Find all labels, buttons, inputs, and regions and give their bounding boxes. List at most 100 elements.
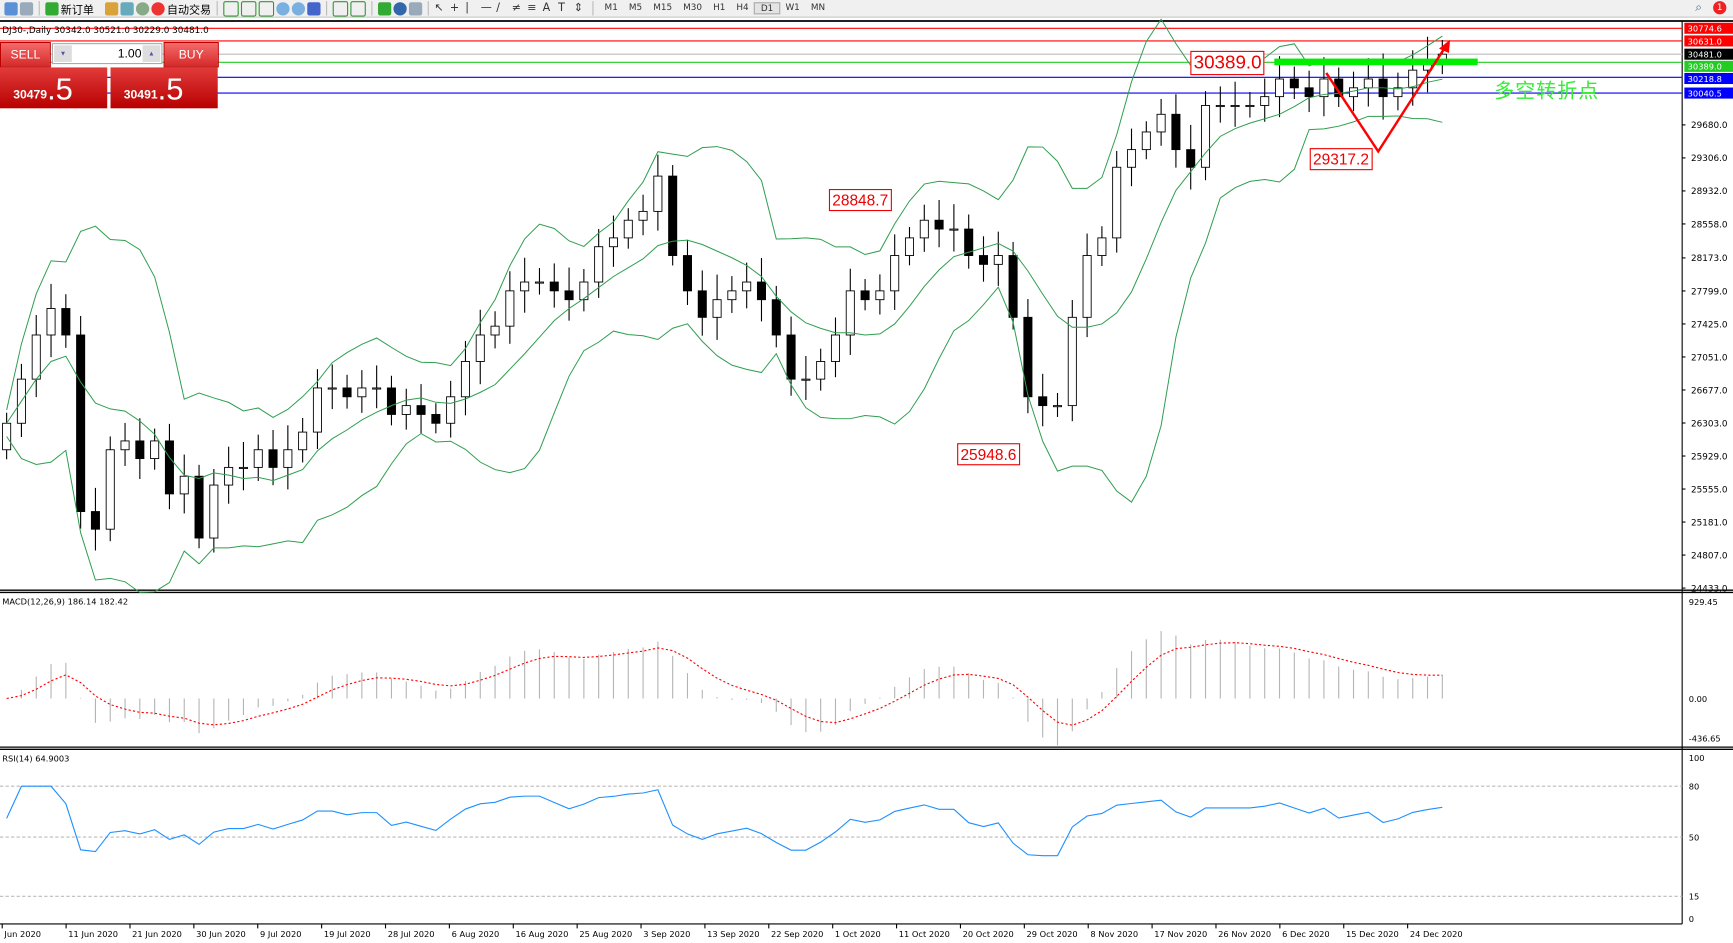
- bollinger-upper: [6, 18, 1443, 419]
- candle: [549, 263, 559, 308]
- buy-button[interactable]: BUY: [163, 41, 219, 68]
- rsi-tick-label: 50: [1689, 832, 1700, 842]
- bear-candle-body: [194, 475, 204, 539]
- text-icon[interactable]: A: [542, 1, 551, 14]
- lot-decrease-button[interactable]: ▼: [54, 45, 72, 62]
- timeframe-w1[interactable]: W1: [785, 2, 800, 13]
- timeframe-d1[interactable]: D1: [754, 2, 780, 15]
- auto-scroll-icon[interactable]: [332, 0, 349, 17]
- candle: [1052, 392, 1063, 417]
- timeframe-h1[interactable]: H1: [713, 2, 726, 13]
- arrows-icon[interactable]: ⇕: [573, 1, 583, 14]
- price-line-tag: [1684, 72, 1733, 85]
- zoom-in-icon[interactable]: [276, 1, 290, 15]
- periods-icon[interactable]: [393, 1, 407, 15]
- candle: [135, 418, 145, 479]
- text-label-icon[interactable]: T: [558, 1, 565, 14]
- bull-candle-body: [875, 290, 885, 301]
- price-line-tag: [1684, 48, 1733, 60]
- bull-candle-body: [1408, 69, 1418, 89]
- metaeditor-icon[interactable]: [104, 1, 119, 15]
- lot-increase-button[interactable]: ▲: [142, 45, 161, 62]
- bull-candle-body: [150, 440, 160, 460]
- timeframe-m1[interactable]: M1: [604, 2, 618, 13]
- timeframe-h4[interactable]: H4: [736, 2, 749, 13]
- indicators-icon[interactable]: [377, 1, 392, 15]
- candle: [993, 231, 1003, 286]
- candle: [579, 269, 589, 312]
- buy-price-box[interactable]: 30491 .5: [110, 67, 218, 109]
- candle: [150, 428, 160, 470]
- candle: [949, 204, 959, 252]
- bull-candle-body: [520, 281, 530, 292]
- signals-icon[interactable]: [135, 1, 150, 15]
- line-chart-icon[interactable]: [258, 0, 275, 17]
- zoom-window-icon[interactable]: [19, 1, 34, 15]
- macd-tick-label: 0.00: [1689, 694, 1707, 704]
- macd-signal-line: [6, 642, 1443, 726]
- candle: [1200, 91, 1211, 181]
- candle: [283, 425, 293, 490]
- price-tick-label: 28932.0: [1691, 187, 1728, 197]
- auto-trading-button[interactable]: 自动交易: [166, 4, 212, 17]
- time-tick-label: 9 Jul 2020: [260, 929, 302, 939]
- bull-candle-body: [579, 281, 589, 301]
- candle: [1319, 57, 1329, 117]
- templates-icon[interactable]: [408, 1, 423, 15]
- terminal-icon[interactable]: [120, 1, 134, 15]
- lot-size-input[interactable]: [72, 44, 142, 63]
- notification-badge[interactable]: 1: [1713, 1, 1727, 15]
- bull-candle-body: [327, 387, 337, 390]
- fibonacci-icon[interactable]: ≡: [527, 1, 537, 14]
- bull-candle-body: [253, 449, 263, 468]
- price-tick-label: 25555.0: [1691, 485, 1728, 495]
- crosshair-icon[interactable]: +: [449, 1, 460, 14]
- bear-candle-body: [964, 228, 974, 256]
- chart-shift-icon[interactable]: [350, 0, 366, 17]
- candle: [904, 227, 915, 266]
- sell-price-box[interactable]: 30479 .5: [0, 67, 108, 109]
- candle: [1334, 67, 1344, 107]
- candle: [712, 274, 722, 340]
- tile-windows-icon[interactable]: [307, 1, 321, 15]
- chart-window-icon[interactable]: [4, 1, 18, 15]
- search-icon[interactable]: ⌕: [1695, 0, 1703, 15]
- bar-chart-icon[interactable]: [223, 0, 239, 17]
- vertical-line-icon[interactable]: |: [465, 1, 470, 14]
- new-order-button[interactable]: 新订单: [60, 4, 94, 17]
- rsi-tick-label: 0: [1689, 914, 1694, 924]
- rsi-line: [6, 785, 1443, 857]
- cursor-icon[interactable]: ↖: [434, 1, 444, 14]
- bear-candle-body: [416, 405, 426, 415]
- time-tick-label: 22 Sep 2020: [771, 929, 823, 939]
- bull-candle-body: [1126, 149, 1137, 168]
- bull-candle-body: [298, 431, 308, 451]
- candle: [964, 214, 974, 269]
- timeframe-m30[interactable]: M30: [683, 2, 703, 13]
- bear-candle-body: [61, 308, 71, 336]
- candle: [816, 348, 826, 391]
- price-tick-label: 29306.0: [1691, 154, 1728, 164]
- timeframe-m5[interactable]: M5: [628, 2, 643, 13]
- auto-trading-icon: [151, 1, 165, 15]
- trendline-icon[interactable]: /: [496, 1, 500, 14]
- sell-button[interactable]: SELL: [0, 41, 51, 68]
- timeframe-mn[interactable]: MN: [810, 2, 826, 13]
- candlestick-icon[interactable]: [240, 0, 257, 17]
- swing-low-label: 25948.6: [957, 443, 1020, 466]
- bull-candle-body: [727, 290, 737, 301]
- channel-icon[interactable]: ≠: [511, 1, 521, 14]
- toolbar: 新订单 自动交易 ↖ + | — / ≠ ≡ A T ⇕ M1 M5 M15 M30 H…: [0, 0, 1733, 18]
- horizontal-line-icon[interactable]: —: [480, 1, 492, 14]
- bull-candle-body: [845, 290, 855, 336]
- bull-candle-body: [742, 281, 752, 292]
- timeframe-m15[interactable]: M15: [653, 2, 673, 13]
- time-tick-label: 8 Nov 2020: [1090, 929, 1138, 939]
- macd-tick-label: 929.45: [1689, 597, 1718, 607]
- bull-candle-body: [1260, 96, 1270, 106]
- price-tick-label: 24433.0: [1691, 584, 1728, 594]
- zoom-out-icon[interactable]: [291, 1, 306, 15]
- candle: [890, 234, 900, 310]
- candle: [31, 315, 41, 398]
